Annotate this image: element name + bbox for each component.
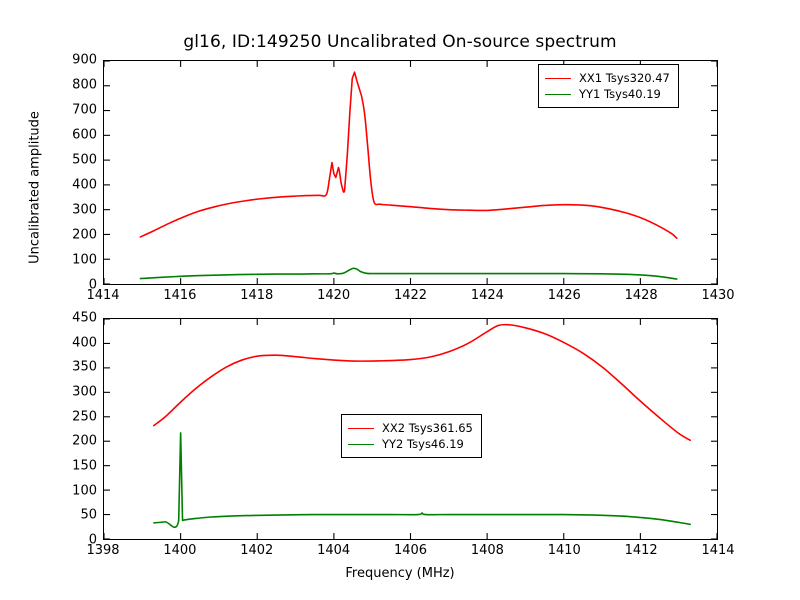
series-line [140, 268, 676, 279]
y-tick-label: 400 [72, 177, 97, 193]
y-tick-label: 300 [72, 384, 97, 400]
x-tick-label: 1398 [86, 543, 120, 558]
y-tick-label: 400 [72, 335, 97, 351]
series-line [154, 433, 690, 527]
legend-top: XX1 Tsys320.47 YY1 Tsys40.19 [538, 64, 679, 108]
y-tick-label: 800 [72, 77, 97, 93]
x-tick-label: 1426 [547, 288, 581, 303]
x-axis-ticks-top: 1414 1416 1418 1420 1422 1424 1426 1428 1430 [86, 288, 734, 309]
y-tick-label: 900 [72, 52, 97, 68]
x-axis-label: Frequency (MHz) [345, 566, 455, 581]
x-tick-label: 1408 [470, 543, 504, 558]
y-tick-label: 600 [72, 127, 97, 143]
y-tick-label: 200 [72, 227, 97, 243]
legend-line-swatch [545, 93, 571, 95]
legend-label: XX2 Tsys361.65 [382, 421, 473, 435]
y-tick-label: 350 [72, 359, 97, 375]
legend-entry: YY1 Tsys40.19 [545, 86, 670, 102]
x-tick-label: 1428 [624, 288, 658, 303]
y-tick-label: 500 [72, 152, 97, 168]
legend-bottom: XX2 Tsys361.65 YY2 Tsys46.19 [341, 414, 482, 458]
x-tick-label: 1406 [393, 543, 428, 558]
legend-label: YY1 Tsys40.19 [579, 87, 661, 101]
y-axis-ticks-top: 0 100 200 300 400 500 600 700 800 900 [49, 54, 97, 292]
y-tick-label: 150 [72, 458, 97, 474]
y-tick-label: 0 [88, 277, 97, 293]
x-tick-label: 1430 [701, 288, 735, 303]
x-tick-label: 1422 [393, 288, 428, 303]
legend-entry: XX2 Tsys361.65 [348, 420, 473, 436]
plot-area-top [104, 61, 717, 284]
legend-line-swatch [348, 443, 374, 445]
y-tick-label: 250 [72, 409, 97, 425]
y-tick-label: 100 [72, 483, 97, 499]
series-line [140, 72, 676, 238]
plot-area-bottom [104, 319, 717, 539]
y-tick-label: 50 [80, 507, 97, 523]
legend-line-swatch [348, 427, 374, 429]
series-line [154, 325, 690, 441]
x-tick-label: 1412 [624, 543, 658, 558]
y-tick-label: 300 [72, 202, 97, 218]
y-tick-label: 450 [72, 310, 97, 326]
x-tick-label: 1420 [317, 288, 351, 303]
x-tick-label: 1404 [317, 543, 351, 558]
x-tick-label: 1414 [86, 288, 120, 303]
y-axis-label: Uncalibrated amplitude [27, 111, 43, 264]
legend-label: YY2 Tsys46.19 [382, 437, 464, 451]
figure-title: gl16, ID:149250 Uncalibrated On-source s… [183, 32, 617, 52]
x-tick-label: 1402 [240, 543, 274, 558]
legend-label: XX1 Tsys320.47 [579, 71, 670, 85]
y-tick-label: 100 [72, 252, 97, 268]
y-axis-ticks-bottom: 0 50 100 150 200 250 300 350 400 450 [49, 312, 97, 547]
x-tick-label: 1400 [163, 543, 197, 558]
y-tick-label: 200 [72, 433, 97, 449]
y-tick-label: 700 [72, 102, 97, 118]
legend-entry: XX1 Tsys320.47 [545, 70, 670, 86]
x-tick-label: 1424 [470, 288, 504, 303]
x-tick-label: 1414 [701, 543, 735, 558]
legend-entry: YY2 Tsys46.19 [348, 436, 473, 452]
x-tick-label: 1418 [240, 288, 274, 303]
x-tick-label: 1410 [547, 543, 581, 558]
legend-line-swatch [545, 77, 571, 79]
x-axis-ticks-bottom: 1398 1400 1402 1404 1406 1408 1410 1412 1414 [86, 543, 734, 564]
y-tick-label: 0 [88, 532, 97, 548]
x-tick-label: 1416 [163, 288, 197, 303]
